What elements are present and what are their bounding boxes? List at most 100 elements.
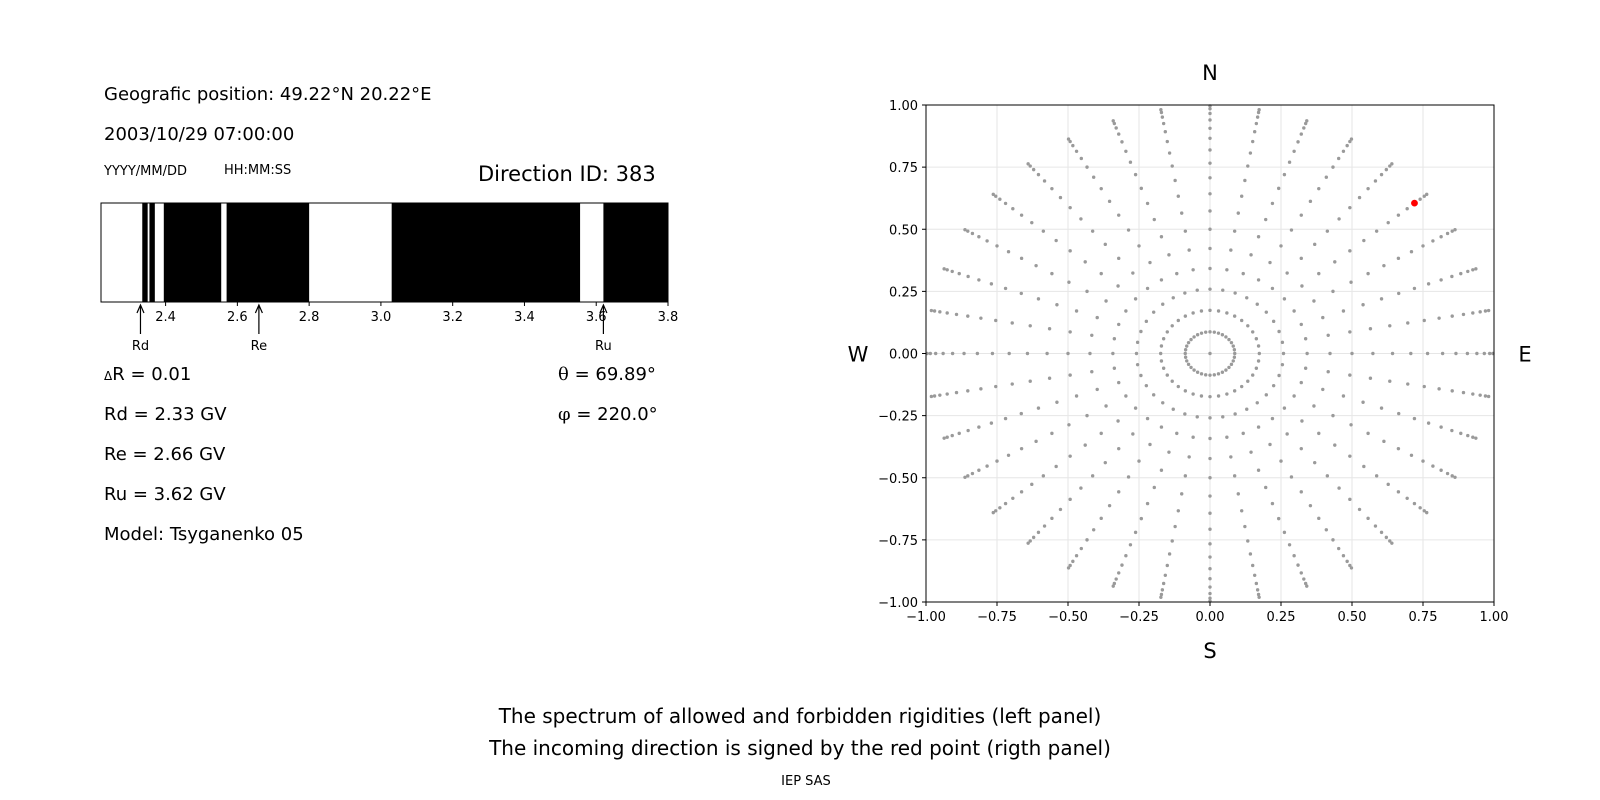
direction-grid-point [1079, 156, 1084, 161]
direction-grid-point [1421, 459, 1425, 463]
direction-grid-point [1170, 324, 1174, 328]
direction-grid-point [1368, 376, 1373, 380]
direction-grid-point [989, 421, 994, 425]
re-text: Re = 2.66 GV [104, 444, 226, 465]
direction-grid-point [1292, 394, 1296, 398]
direction-grid-point [1055, 400, 1059, 404]
direction-grid-point [1041, 474, 1046, 478]
rigidity-spectrum-chart: 2.4 2.6 2.8 3.0 3.2 3.4 3.6 3.8 Rd Re Ru [100, 202, 678, 354]
direction-grid-point [1161, 121, 1166, 126]
direction-grid-point [1317, 186, 1321, 191]
direction-id-text: Direction ID: 383 [478, 162, 656, 186]
direction-grid-point [1225, 311, 1229, 315]
direction-grid-point [950, 269, 954, 274]
direction-grid-point [1254, 366, 1259, 370]
direction-grid-point [1117, 256, 1121, 261]
direction-grid-point [1349, 137, 1354, 141]
direction-grid-point [1333, 260, 1337, 264]
phi-text: φ = 220.0° [558, 404, 658, 425]
direction-grid-point [1271, 383, 1276, 388]
direction-grid-point [1425, 351, 1430, 356]
direction-grid-point [1126, 228, 1131, 232]
direction-grid-point [1159, 108, 1163, 112]
compass-east-label: E [1518, 343, 1531, 367]
direction-grid-point [1366, 431, 1370, 436]
direction-grid-point [1466, 433, 1470, 438]
direction-grid-point [1126, 475, 1131, 479]
direction-grid-point [954, 390, 959, 395]
direction-grid-point [1220, 370, 1225, 374]
direction-grid-point [977, 468, 981, 472]
geographic-position-text: Geografic position: 49.22°N 20.22°E [104, 84, 432, 105]
direction-grid-point [998, 197, 1002, 201]
direction-grid-point [1183, 355, 1188, 359]
direction-grid-point [1058, 507, 1063, 512]
direction-grid-point [1090, 370, 1094, 374]
direction-grid-point [1199, 309, 1204, 313]
direction-grid-point [1379, 406, 1384, 410]
direction-grid-point [1382, 439, 1386, 444]
direction-grid-point [1045, 351, 1049, 356]
direction-grid-point [1439, 468, 1443, 472]
direction-grid-point [1019, 291, 1023, 296]
forbidden-band [163, 203, 222, 302]
direction-grid-point [1483, 309, 1488, 313]
direction-grid-point [1068, 563, 1072, 568]
direction-grid-point [985, 464, 989, 468]
direction-grid-point [977, 235, 981, 239]
direction-grid-point [1255, 401, 1259, 405]
direction-grid-point [929, 308, 934, 313]
direction-grid-point [1170, 379, 1174, 383]
direction-grid-point [1133, 530, 1138, 535]
direction-grid-point [1161, 302, 1165, 306]
direction-grid-point [1167, 151, 1172, 155]
direction-grid-point [1144, 383, 1149, 388]
direction-grid-point [1112, 366, 1117, 370]
direction-grid-point [928, 351, 933, 356]
direction-grid-point [1445, 231, 1450, 236]
direction-grid-point [1397, 411, 1401, 416]
direction-grid-point [1183, 412, 1187, 416]
direction-grid-point [1066, 566, 1071, 570]
direction-grid-point [1418, 197, 1422, 201]
skymap-y-tick-label: −0.75 [878, 534, 918, 549]
direction-grid-point [1271, 319, 1276, 324]
direction-grid-point [1208, 456, 1212, 461]
skymap-y-tick-label: 0.25 [889, 285, 918, 300]
direction-grid-point [1233, 351, 1237, 356]
direction-grid-point [994, 318, 998, 323]
direction-grid-point [1117, 490, 1121, 494]
marker-label-ru: Ru [595, 339, 612, 354]
direction-grid-point [1183, 348, 1188, 352]
direction-grid-point [966, 274, 970, 279]
direction-grid-point [1003, 416, 1008, 421]
skymap-x-tick-label: −0.75 [977, 610, 1017, 625]
direction-grid-point [1300, 284, 1304, 288]
direction-grid-point [1255, 302, 1259, 306]
direction-grid-point [1324, 175, 1329, 179]
direction-grid-point [1303, 337, 1308, 341]
direction-grid-point [1183, 389, 1188, 393]
direction-grid-point [1388, 164, 1392, 168]
direction-grid-point [1074, 554, 1079, 558]
direction-grid-point [1257, 351, 1262, 356]
direction-grid-point [1348, 205, 1352, 210]
direction-grid-point [1176, 318, 1181, 323]
direction-grid-point [1313, 460, 1317, 465]
direction-grid-point [1349, 423, 1353, 427]
direction-grid-point [1245, 407, 1249, 411]
marker-label-re: Re [251, 339, 267, 354]
direction-grid-point [1159, 359, 1164, 363]
direction-grid-point [1439, 425, 1443, 429]
direction-grid-point [1071, 559, 1075, 564]
direction-grid-point [1331, 289, 1335, 294]
spectrum-tick-label: 3.6 [586, 310, 607, 325]
direction-grid-point [1159, 595, 1163, 599]
direction-grid-point [1145, 416, 1150, 421]
direction-grid-point [1114, 577, 1118, 581]
direction-grid-point [1396, 213, 1401, 217]
direction-grid-point [1285, 432, 1289, 436]
direction-grid-point [1165, 563, 1169, 568]
marker-arrow-head [254, 303, 263, 314]
direction-grid-point [1026, 162, 1030, 166]
